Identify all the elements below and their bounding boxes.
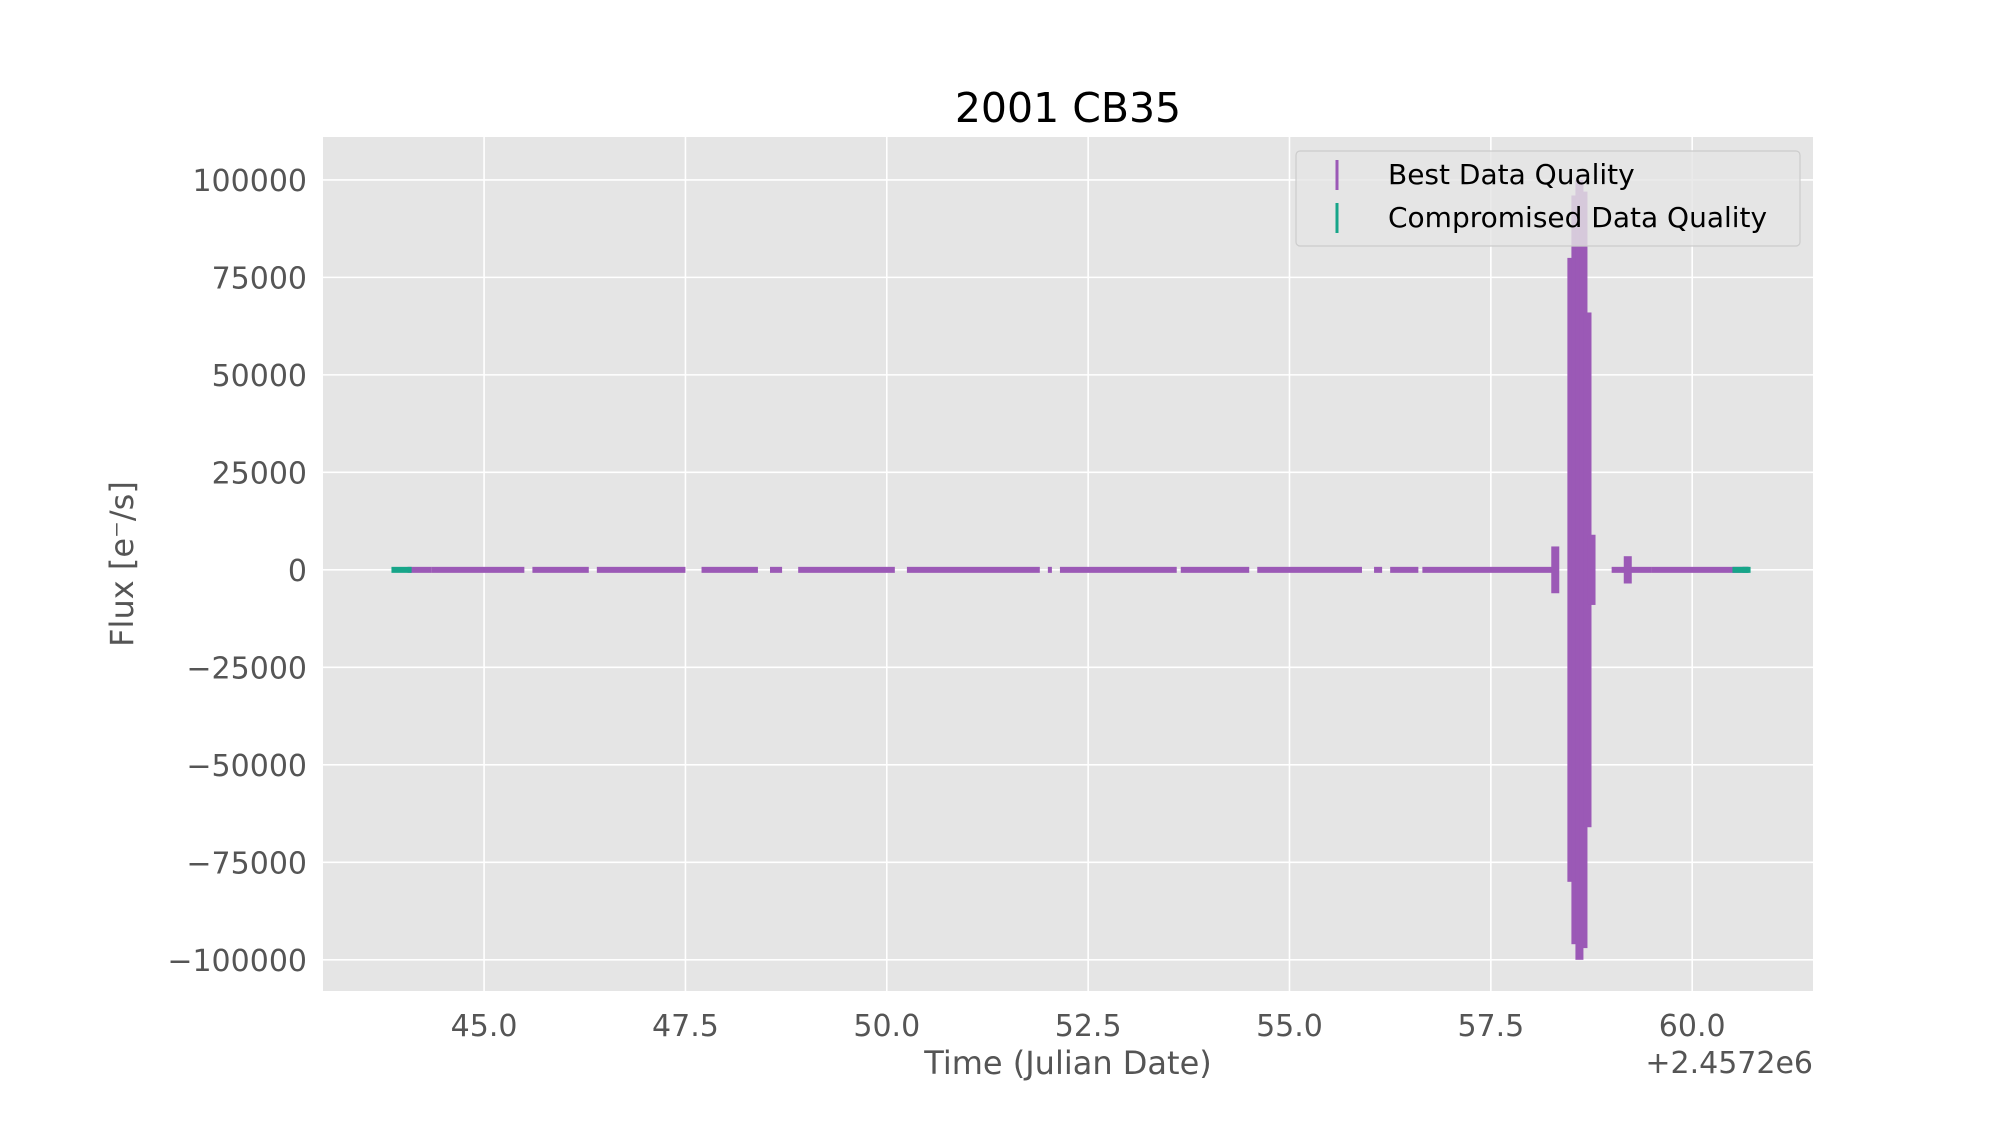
series-best-burst: [1551, 546, 1560, 594]
series-best-segment: [1257, 566, 1362, 573]
x-axis-label: Time (Julian Date): [923, 1044, 1212, 1082]
series-best-segment: [1422, 566, 1556, 573]
y-tick-label: 25000: [212, 456, 307, 491]
y-tick-label: 100000: [192, 164, 307, 199]
series-best-burst: [1571, 195, 1580, 945]
series-best-segment: [1059, 566, 1177, 573]
tick-labels: 45.0 47.5 50.0 52.5 55.0 57.5 60.0 100000 75000 5…: [167, 164, 1725, 1044]
legend-label-best: Best Data Quality: [1388, 158, 1635, 191]
chart-title: 2001 CB35: [955, 84, 1181, 132]
series-compromised-point: [1742, 566, 1747, 573]
y-tick-label: 75000: [212, 261, 307, 296]
series-best-segment: [1651, 566, 1749, 573]
legend-box: [1295, 150, 1801, 247]
series-best-burst: [1575, 179, 1584, 960]
plot-background: [323, 137, 1813, 991]
series-compromised-segment: [391, 566, 412, 573]
y-tick-label: −25000: [186, 651, 307, 686]
series-best-burst: [1623, 556, 1632, 584]
x-tick-label: 52.5: [1055, 1009, 1122, 1044]
x-axis-offset: +2.4572e6: [1645, 1046, 1813, 1081]
data-layer: [391, 179, 1751, 960]
y-tick-label: −50000: [186, 749, 307, 784]
x-tick-label: 47.5: [652, 1009, 719, 1044]
series-best-segment: [596, 566, 686, 573]
series-best-segment: [1180, 566, 1250, 573]
series-best-segment: [906, 566, 1040, 573]
x-tick-label: 60.0: [1659, 1009, 1726, 1044]
legend: Best Data Quality Compromised Data Quali…: [1295, 150, 1801, 247]
series-best-segment: [770, 566, 783, 573]
y-tick-label: 50000: [212, 359, 307, 394]
series-best-segment: [1390, 566, 1419, 573]
series-compromised-point: [1746, 566, 1751, 573]
series-best-segment: [798, 566, 895, 573]
series-best-segment: [701, 566, 758, 573]
series-compromised-segment: [1732, 566, 1749, 573]
x-tick-label: 57.5: [1457, 1009, 1524, 1044]
series-best-segment: [1047, 566, 1052, 573]
series-best-segment: [407, 566, 432, 573]
series-best-burst: [1567, 257, 1576, 882]
y-tick-label: 0: [288, 554, 307, 589]
series-best-segment: [532, 566, 589, 573]
x-tick-label: 55.0: [1256, 1009, 1323, 1044]
y-tick-label: −100000: [167, 944, 307, 979]
grid: [323, 137, 1813, 991]
x-tick-label: 50.0: [853, 1009, 920, 1044]
series-best-burst: [1587, 534, 1596, 605]
legend-label-compromised: Compromised Data Quality: [1388, 201, 1767, 234]
series-best-segment: [1611, 566, 1652, 573]
series-best-segment: [1374, 566, 1383, 573]
x-tick-label: 45.0: [451, 1009, 518, 1044]
y-tick-label: −75000: [186, 846, 307, 881]
y-axis-label: Flux [e⁻/s]: [103, 481, 141, 647]
series-best-burst: [1579, 191, 1588, 949]
series-best-segment: [431, 566, 525, 573]
series-best-burst: [1583, 312, 1592, 828]
